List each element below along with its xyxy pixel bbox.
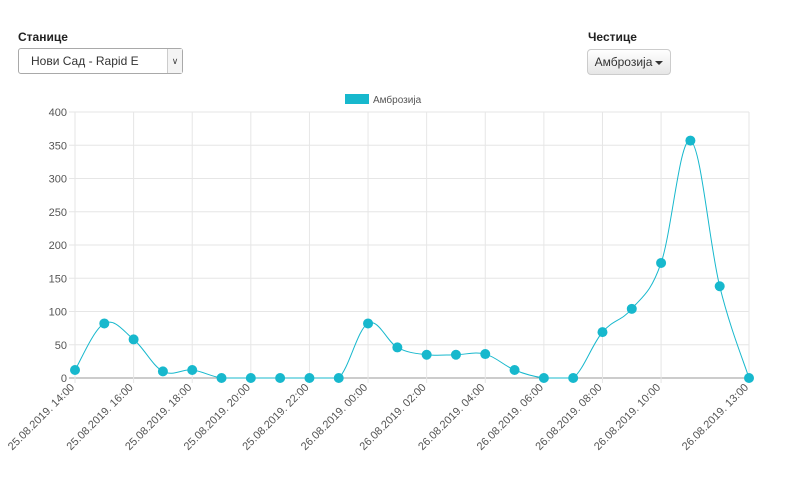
stations-label: Станице	[18, 30, 68, 44]
data-point	[597, 327, 608, 338]
data-point	[744, 373, 754, 383]
caret-down-icon	[655, 60, 664, 65]
particle-dropdown-button[interactable]: Амброзија	[587, 49, 671, 75]
data-point	[216, 373, 227, 383]
data-point	[626, 303, 637, 314]
data-point	[275, 373, 286, 383]
y-tick-label: 0	[61, 373, 67, 385]
legend-label: Амброзија	[373, 94, 422, 106]
data-point	[685, 135, 696, 146]
y-tick-label: 250	[49, 207, 67, 219]
x-tick-label: 26.08.2019. 10:00	[592, 382, 663, 453]
particles-label: Честице	[588, 30, 637, 44]
data-point	[245, 373, 256, 383]
data-point	[304, 373, 315, 383]
data-point	[538, 373, 549, 383]
data-point	[450, 349, 461, 360]
y-tick-label: 400	[49, 107, 67, 119]
data-point	[714, 281, 725, 292]
legend-swatch	[345, 94, 369, 104]
data-point	[568, 373, 579, 383]
data-point	[656, 257, 667, 268]
data-point	[157, 366, 168, 377]
data-point	[509, 365, 520, 376]
station-select[interactable]: Нови Сад - Rapid E ∨	[18, 48, 183, 74]
data-point	[392, 342, 403, 353]
data-point	[480, 349, 491, 360]
data-point	[421, 349, 432, 360]
y-tick-label: 200	[49, 240, 67, 252]
y-tick-label: 300	[49, 174, 67, 186]
data-point	[128, 334, 139, 345]
y-tick-label: 150	[49, 273, 67, 285]
x-tick-label: 26.08.2019. 13:00	[680, 382, 751, 453]
data-point	[70, 365, 80, 376]
particle-dropdown-value: Амброзија	[594, 55, 653, 69]
data-point	[187, 365, 198, 376]
series-line	[74, 140, 750, 379]
y-tick-label: 100	[49, 307, 67, 319]
chevron-down-icon[interactable]: ∨	[167, 49, 182, 73]
station-select-value: Нови Сад - Rapid E	[31, 54, 139, 68]
data-point	[99, 318, 110, 329]
y-tick-label: 50	[55, 340, 67, 352]
data-point	[333, 373, 344, 383]
y-tick-label: 350	[49, 140, 67, 152]
data-point	[363, 318, 374, 329]
